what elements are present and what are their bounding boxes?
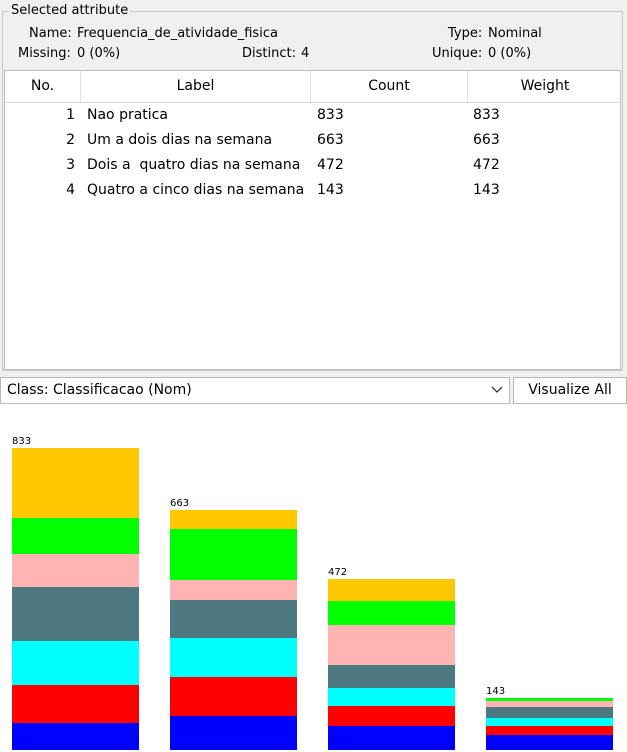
row-weight: 143 — [473, 182, 500, 198]
table-row[interactable]: 4 Quatro a cinco dias na semana 143 143 — [5, 178, 620, 203]
distinct-value: 4 — [301, 46, 310, 61]
bar-segment — [486, 698, 613, 702]
bar-segment — [12, 641, 139, 685]
bar-segment — [12, 517, 139, 555]
bar-segment — [328, 578, 455, 602]
bar — [12, 448, 139, 750]
table-header: No. Label Count Weight — [5, 71, 620, 103]
bar-segment — [170, 509, 297, 529]
bar-segment — [12, 684, 139, 723]
bar — [170, 509, 297, 750]
bar-count-label: 143 — [486, 686, 506, 698]
bar-segment — [12, 448, 139, 518]
row-count: 833 — [317, 107, 344, 123]
row-count: 143 — [317, 182, 344, 198]
chevron-down-icon[interactable] — [491, 385, 503, 395]
bar-segment — [486, 701, 613, 707]
bar-segment — [170, 715, 297, 750]
class-select[interactable]: Class: Classificacao (Nom) — [0, 377, 510, 404]
bar-segment — [486, 726, 613, 736]
row-label: Dois a quatro dias na semana — [87, 157, 301, 173]
bar-count-label: 663 — [170, 497, 190, 509]
bar-segment — [328, 726, 455, 750]
bar-segment — [12, 722, 139, 750]
bar-segment — [486, 706, 613, 719]
bar-segment — [328, 601, 455, 625]
bar-count-label: 472 — [328, 566, 348, 578]
visualize-all-button[interactable]: Visualize All — [513, 377, 627, 404]
row-label: Quatro a cinco dias na semana — [87, 182, 305, 198]
bar-segment — [170, 579, 297, 600]
row-label: Nao pratica — [87, 107, 168, 123]
row-weight: 833 — [473, 107, 500, 123]
row-no: 4 — [66, 182, 75, 198]
name-value: Frequencia_de_atividade_fisica — [77, 26, 278, 41]
column-header-label[interactable]: Label — [81, 71, 311, 102]
column-header-weight[interactable]: Weight — [520, 78, 570, 94]
unique-label: Unique: — [432, 46, 483, 61]
bar — [486, 698, 613, 750]
unique-value: 0 (0%) — [488, 46, 532, 61]
attribute-values-table: No. Label Count Weight 1 Nao pratica 833… — [4, 70, 621, 370]
row-count: 472 — [317, 157, 344, 173]
row-count: 663 — [317, 132, 344, 148]
missing-label: Missing: — [18, 46, 71, 61]
bar-count-label: 833 — [12, 436, 32, 447]
selected-attribute-title: Selected attribute — [9, 3, 131, 19]
row-weight: 663 — [473, 132, 500, 148]
bar-segment — [12, 586, 139, 642]
row-no: 1 — [66, 107, 75, 123]
bar-segment — [328, 688, 455, 707]
column-header-no[interactable]: No. — [5, 71, 81, 102]
bar-segment — [170, 637, 297, 678]
row-weight: 472 — [473, 157, 500, 173]
type-label: Type: — [448, 26, 483, 41]
distinct-label: Distinct: — [242, 46, 296, 61]
class-select-value: Class: Classificacao (Nom) — [7, 382, 192, 398]
class-distribution-chart: 833 663 472 143 — [0, 404, 627, 752]
bar-segment — [170, 599, 297, 638]
bar-segment — [486, 735, 613, 750]
bar-segment — [170, 677, 297, 716]
bar-segment — [486, 718, 613, 727]
table-row[interactable]: 2 Um a dois dias na semana 663 663 — [5, 128, 620, 153]
name-label: Name: — [29, 26, 72, 41]
table-row[interactable]: 1 Nao pratica 833 833 — [5, 103, 620, 128]
bar-segment — [12, 554, 139, 587]
column-header-count[interactable]: Count — [311, 71, 468, 102]
bar-segment — [328, 664, 455, 689]
bar-segment — [170, 528, 297, 580]
missing-value: 0 (0%) — [77, 46, 121, 61]
bar-segment — [328, 624, 455, 665]
row-no: 2 — [66, 132, 75, 148]
bar — [328, 578, 455, 750]
row-no: 3 — [66, 157, 75, 173]
row-label: Um a dois dias na semana — [87, 132, 273, 148]
table-row[interactable]: 3 Dois a quatro dias na semana 472 472 — [5, 153, 620, 178]
selected-attribute-panel: Selected attribute — [2, 3, 623, 371]
bar-segment — [328, 706, 455, 727]
type-value: Nominal — [488, 26, 542, 41]
